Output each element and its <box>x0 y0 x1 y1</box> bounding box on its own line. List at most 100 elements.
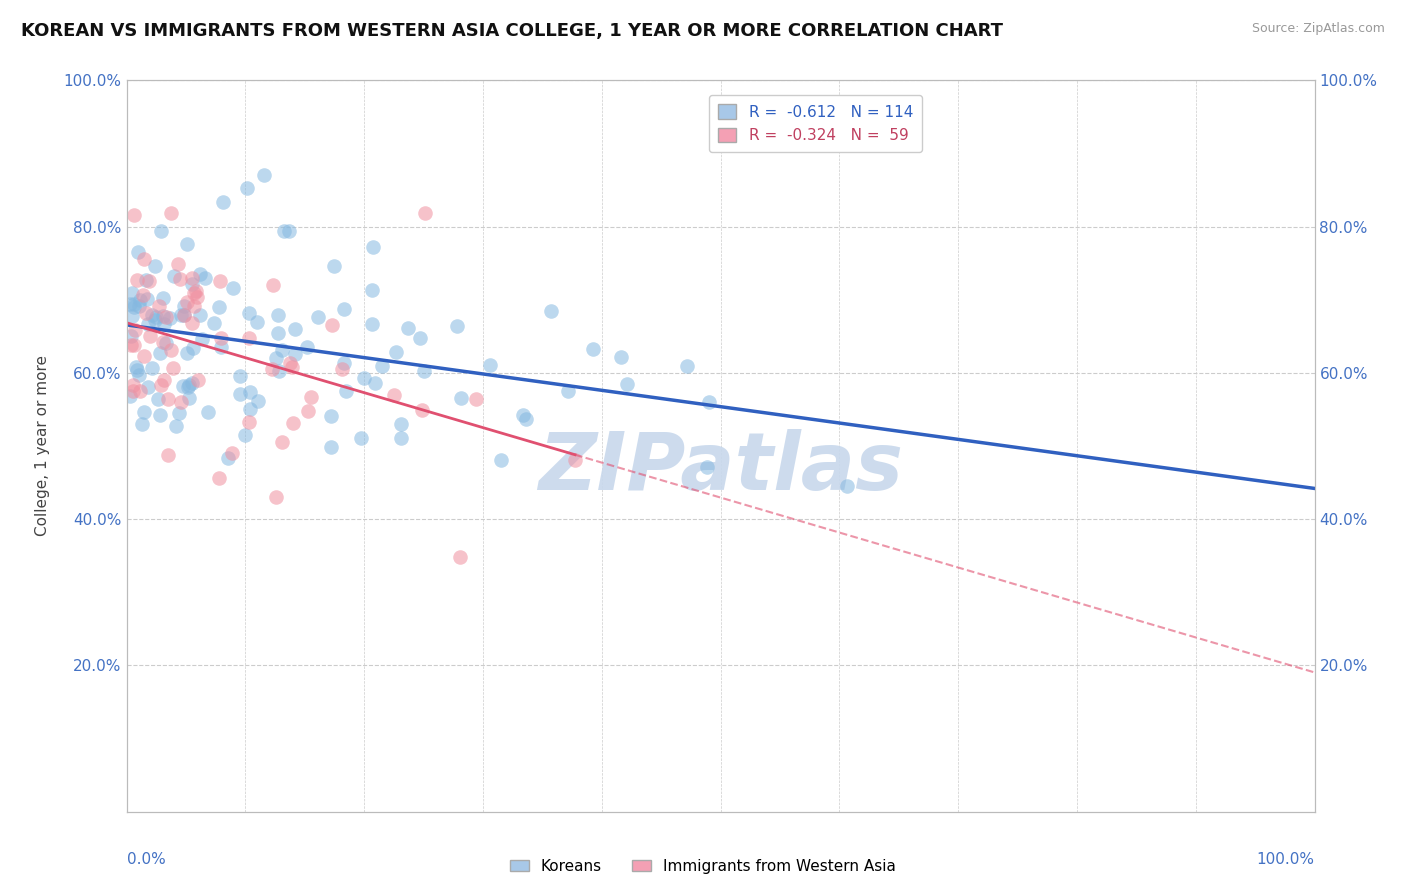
Point <box>238 305 260 319</box>
Text: 0.0%: 0.0% <box>127 852 166 867</box>
Point <box>333 356 356 370</box>
Point <box>124 297 146 311</box>
Y-axis label: College, 1 year or more: College, 1 year or more <box>35 356 49 536</box>
Point <box>238 415 260 429</box>
Point <box>616 377 638 392</box>
Point <box>465 392 488 406</box>
Point <box>152 335 174 350</box>
Point <box>478 358 501 372</box>
Point <box>153 373 176 387</box>
Point <box>136 318 159 332</box>
Legend: Koreans, Immigrants from Western Asia: Koreans, Immigrants from Western Asia <box>505 853 901 880</box>
Point <box>121 384 143 398</box>
Point <box>127 363 149 377</box>
Point <box>271 343 294 357</box>
Point <box>146 392 169 407</box>
Point <box>307 310 329 324</box>
Point <box>278 356 301 370</box>
Point <box>247 393 270 408</box>
Point <box>173 308 195 322</box>
Point <box>191 332 214 346</box>
Point <box>179 377 201 392</box>
Point <box>173 299 195 313</box>
Point <box>353 370 375 384</box>
Point <box>208 300 231 314</box>
Point <box>299 390 322 404</box>
Point <box>181 376 204 391</box>
Point <box>202 316 225 330</box>
Point <box>136 293 159 307</box>
Point <box>184 284 207 298</box>
Point <box>170 395 193 409</box>
Point <box>222 281 245 295</box>
Point <box>120 297 142 311</box>
Text: Source: ZipAtlas.com: Source: ZipAtlas.com <box>1251 22 1385 36</box>
Point <box>512 409 534 423</box>
Point <box>183 285 205 300</box>
Point <box>170 308 193 322</box>
Point <box>409 331 432 345</box>
Point <box>209 331 232 345</box>
Point <box>564 452 586 467</box>
Point <box>127 245 149 260</box>
Point <box>167 405 190 419</box>
Point <box>697 395 720 409</box>
Point <box>176 237 198 252</box>
Point <box>321 440 343 454</box>
Point <box>135 273 157 287</box>
Point <box>129 384 152 398</box>
Point <box>221 446 243 460</box>
Point <box>217 450 239 465</box>
Point <box>177 380 200 394</box>
Point <box>138 329 160 343</box>
Text: ZIPatlas: ZIPatlas <box>538 429 903 507</box>
Point <box>183 341 205 355</box>
Point <box>412 364 434 378</box>
Point <box>540 304 562 318</box>
Point <box>676 359 699 373</box>
Text: 100.0%: 100.0% <box>1257 852 1315 867</box>
Point <box>176 346 198 360</box>
Point <box>188 309 211 323</box>
Point <box>332 301 354 316</box>
Point <box>159 206 181 220</box>
Point <box>136 380 159 394</box>
Point <box>209 274 232 288</box>
Point <box>135 306 157 320</box>
Point <box>239 385 262 400</box>
Point <box>557 384 579 399</box>
Point <box>270 434 292 449</box>
Legend: R =  -0.612   N = 114, R =  -0.324   N =  59: R = -0.612 N = 114, R = -0.324 N = 59 <box>709 95 922 153</box>
Point <box>190 267 212 281</box>
Point <box>696 459 718 474</box>
Point <box>134 349 156 363</box>
Point <box>269 364 291 378</box>
Point <box>141 361 163 376</box>
Point <box>229 386 252 401</box>
Point <box>281 360 304 375</box>
Point <box>837 479 859 493</box>
Point <box>120 329 142 343</box>
Point <box>323 259 346 273</box>
Point <box>277 224 299 238</box>
Point <box>382 388 405 402</box>
Point <box>180 316 202 330</box>
Point <box>143 259 166 273</box>
Point <box>449 549 471 564</box>
Point <box>396 320 419 334</box>
Point <box>138 273 160 287</box>
Point <box>233 428 256 442</box>
Point <box>264 490 287 504</box>
Point <box>413 206 436 220</box>
Point <box>229 368 252 383</box>
Point <box>239 401 262 416</box>
Point <box>252 169 274 183</box>
Point <box>122 300 145 314</box>
Point <box>186 290 208 304</box>
Point <box>297 404 319 418</box>
Point <box>121 286 143 301</box>
Point <box>121 310 143 324</box>
Point <box>284 347 307 361</box>
Point <box>120 338 142 352</box>
Point <box>159 311 181 326</box>
